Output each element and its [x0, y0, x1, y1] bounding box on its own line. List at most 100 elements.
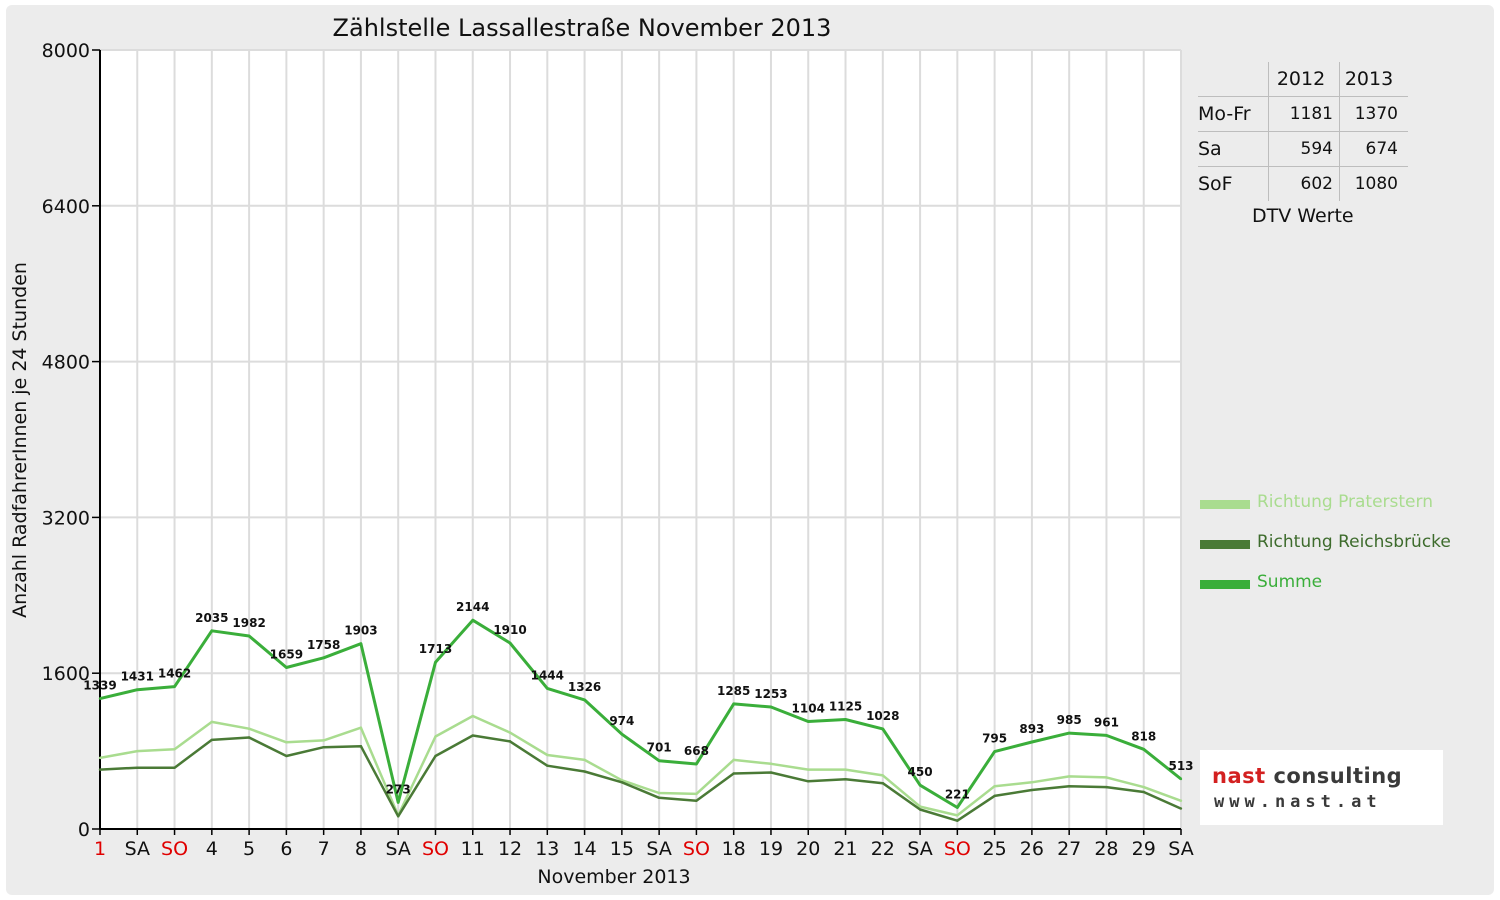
- data-point-summe: [434, 660, 437, 664]
- data-point-summe: [1105, 734, 1108, 737]
- data-point-summe: [1067, 731, 1071, 735]
- dtv-value-2013: 674: [1339, 131, 1408, 167]
- data-point-praterstern: [1179, 799, 1183, 802]
- dtv-row-label: Mo-Fr: [1198, 96, 1269, 132]
- data-label: 701: [647, 741, 672, 755]
- data-point-reichsbruecke: [1179, 807, 1183, 810]
- data-point-summe: [657, 759, 661, 762]
- logo-name-part2: consulting: [1265, 764, 1403, 788]
- data-label: 1253: [754, 687, 787, 701]
- dtv-row-label: SoF: [1198, 166, 1269, 201]
- x-tick-label: 25: [983, 838, 1007, 860]
- data-label: 1028: [866, 709, 899, 723]
- y-tick-label: 1600: [42, 663, 90, 685]
- dtv-table: 2012 2013 Mo-Fr 1181 1370 Sa 594 674 SoF…: [1198, 62, 1408, 227]
- data-label: 985: [1057, 713, 1082, 727]
- data-label: 1444: [531, 668, 564, 682]
- logo-name-part1: nast: [1212, 764, 1266, 788]
- y-tick-label: 4800: [42, 352, 90, 374]
- data-point-praterstern: [173, 747, 176, 751]
- data-point-praterstern: [471, 714, 474, 718]
- x-tick-label: 27: [1057, 838, 1081, 860]
- x-tick-label: SO: [944, 838, 971, 860]
- data-point-praterstern: [881, 774, 884, 777]
- dtv-value-2012: 1181: [1268, 96, 1340, 132]
- data-label: 1285: [717, 684, 750, 698]
- data-point-summe: [359, 642, 363, 645]
- data-point-summe: [695, 762, 698, 766]
- y-tick-label: 8000: [42, 40, 90, 62]
- data-label: 818: [1131, 729, 1156, 743]
- data-point-praterstern: [247, 727, 251, 730]
- data-label: 668: [684, 744, 709, 758]
- data-label: 1462: [158, 667, 191, 681]
- data-label: 1758: [307, 638, 340, 652]
- data-point-praterstern: [136, 749, 139, 753]
- data-point-praterstern: [769, 762, 773, 765]
- data-point-reichsbruecke: [247, 736, 251, 739]
- y-tick-label: 6400: [42, 196, 90, 218]
- dtv-value-2012: 594: [1268, 131, 1340, 167]
- data-point-reichsbruecke: [1105, 785, 1108, 789]
- data-label: 450: [908, 765, 933, 779]
- data-point-reichsbruecke: [397, 815, 400, 818]
- data-point-praterstern: [434, 735, 437, 738]
- data-point-praterstern: [918, 805, 922, 808]
- legend-label-summe: Summe: [1257, 572, 1323, 592]
- data-point-summe: [508, 641, 512, 645]
- logo-wordmark: nast consulting: [1212, 764, 1402, 788]
- data-point-praterstern: [285, 741, 288, 744]
- x-tick-label: 6: [280, 838, 292, 860]
- x-tick-label: 22: [871, 838, 895, 860]
- data-point-praterstern: [210, 720, 214, 724]
- x-tick-label: 14: [572, 838, 596, 860]
- data-point-praterstern: [1105, 776, 1108, 779]
- data-point-reichsbruecke: [98, 768, 102, 771]
- data-point-summe: [285, 666, 288, 669]
- dtv-header-2012: 2012: [1268, 62, 1340, 97]
- x-tick-label: 5: [243, 838, 255, 860]
- data-point-reichsbruecke: [285, 754, 288, 758]
- data-point-reichsbruecke: [956, 819, 959, 822]
- x-tick-label: 1: [94, 838, 106, 860]
- data-point-reichsbruecke: [1142, 790, 1145, 794]
- data-label: 1713: [419, 642, 452, 656]
- data-point-praterstern: [508, 731, 512, 734]
- data-point-praterstern: [993, 784, 996, 788]
- data-point-summe: [322, 656, 325, 660]
- legend-swatch-summe: [1200, 580, 1250, 589]
- x-tick-label: SA: [125, 838, 150, 860]
- x-tick-label: 15: [610, 838, 634, 860]
- y-tick-label: 0: [78, 819, 90, 841]
- data-point-reichsbruecke: [359, 745, 363, 748]
- data-point-reichsbruecke: [769, 771, 773, 774]
- data-label: 961: [1094, 715, 1119, 729]
- data-point-praterstern: [844, 768, 847, 771]
- legend-swatch-reichsbruecke: [1200, 540, 1250, 549]
- data-point-praterstern: [1030, 781, 1034, 784]
- data-point-summe: [247, 634, 251, 638]
- data-point-praterstern: [359, 726, 363, 729]
- series-lines: [98, 618, 1183, 822]
- data-point-reichsbruecke: [844, 778, 847, 781]
- data-label: 1339: [83, 679, 116, 693]
- data-label: 221: [945, 787, 970, 801]
- data-point-summe: [993, 750, 996, 753]
- data-point-summe: [1142, 748, 1145, 751]
- x-tick-label: 11: [461, 838, 485, 860]
- x-axis-title: November 2013: [537, 866, 690, 888]
- y-tick-label: 3200: [42, 507, 90, 529]
- x-tick-label: SO: [683, 838, 710, 860]
- x-tick-label: 21: [833, 838, 857, 860]
- data-point-summe: [844, 718, 847, 721]
- x-tick-label: 7: [318, 838, 330, 860]
- data-point-praterstern: [322, 739, 325, 742]
- legend-label-reichsbruecke: Richtung Reichsbrücke: [1257, 532, 1451, 552]
- x-tick-label: 29: [1132, 838, 1156, 860]
- data-point-praterstern: [695, 792, 698, 796]
- data-point-reichsbruecke: [657, 796, 661, 800]
- x-tick-label: 8: [355, 838, 367, 860]
- data-point-reichsbruecke: [173, 766, 176, 769]
- data-label: 1431: [121, 670, 154, 684]
